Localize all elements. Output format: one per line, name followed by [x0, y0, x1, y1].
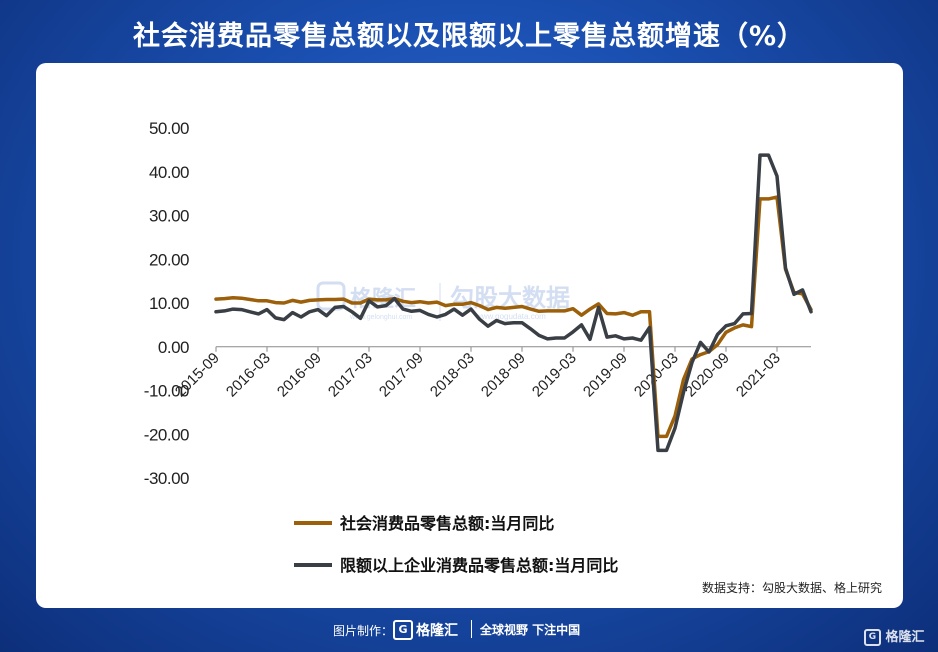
- footer-brand: 格隆汇: [416, 623, 458, 639]
- y-tick-label: 30.00: [149, 207, 189, 226]
- source-note: 数据支持：勾股大数据、格上研究: [702, 580, 882, 595]
- y-tick-label: 40.00: [149, 163, 189, 182]
- x-tick-label: 2019-09: [580, 350, 631, 401]
- y-tick-label: 50.00: [149, 119, 189, 138]
- x-axis: 2015-09 2016-03 2016-09 2017-03 2017-09 2018-…: [172, 346, 784, 401]
- watermark-partner-url: www.gogudata.com: [475, 312, 546, 321]
- y-tick-label: 20.00: [149, 250, 189, 269]
- legend-label-retail: 社会消费品零售总额:当月同比: [339, 514, 554, 533]
- x-tick-label: 2016-03: [223, 350, 274, 401]
- x-tick-label: 2019-03: [529, 350, 580, 401]
- x-tick-label: 2018-09: [478, 350, 529, 401]
- footer-slogan: 全球视野 下注中国: [480, 623, 581, 637]
- y-tick-label: 10.00: [149, 294, 189, 313]
- x-tick-label: 2021-03: [733, 350, 784, 401]
- footer: 图片制作： G 格隆汇 全球视野 下注中国: [0, 620, 938, 644]
- y-tick-label: -30.00: [144, 469, 189, 488]
- x-tick-label: 2017-03: [325, 350, 376, 401]
- y-axis: 50.00 40.00 30.00 20.00 10.00 0.00 -10.00 -20.0…: [144, 119, 190, 488]
- legend: 社会消费品零售总额:当月同比 限额以上企业消费品零售总额:当月同比: [294, 514, 618, 575]
- x-tick-label: 2018-03: [427, 350, 478, 401]
- chart-panel: 格隆汇 www.gelonghui.com 勾股大数据 www.gogudata…: [36, 63, 903, 608]
- series-line-above-quota: [214, 153, 813, 453]
- page-title: 社会消费品零售总额以及限额以上零售总额增速（%）: [132, 21, 806, 52]
- footer-credit: 图片制作：: [333, 624, 394, 638]
- y-tick-label: 0.00: [158, 338, 189, 357]
- brand-logo-icon: G: [393, 620, 413, 640]
- line-chart: 格隆汇 www.gelonghui.com 勾股大数据 www.gogudata…: [144, 119, 882, 595]
- y-tick-label: -10.00: [144, 382, 189, 401]
- y-tick-label: -20.00: [144, 425, 189, 444]
- corner-logo-icon: G: [864, 629, 881, 646]
- x-tick-label: 2016-09: [274, 350, 325, 401]
- x-tick-label: 2017-09: [376, 350, 427, 401]
- footer-divider: [471, 620, 472, 638]
- watermark-brand-url: www.gelonghui.com: [349, 314, 412, 321]
- x-tick-label: 2015-09: [172, 350, 223, 401]
- watermark-logo-icon: [316, 281, 346, 311]
- corner-logo: G 格隆汇: [864, 626, 925, 646]
- corner-logo-text: 格隆汇: [885, 630, 925, 645]
- series-group: [214, 153, 813, 453]
- legend-label-above-quota: 限额以上企业消费品零售总额:当月同比: [340, 556, 618, 575]
